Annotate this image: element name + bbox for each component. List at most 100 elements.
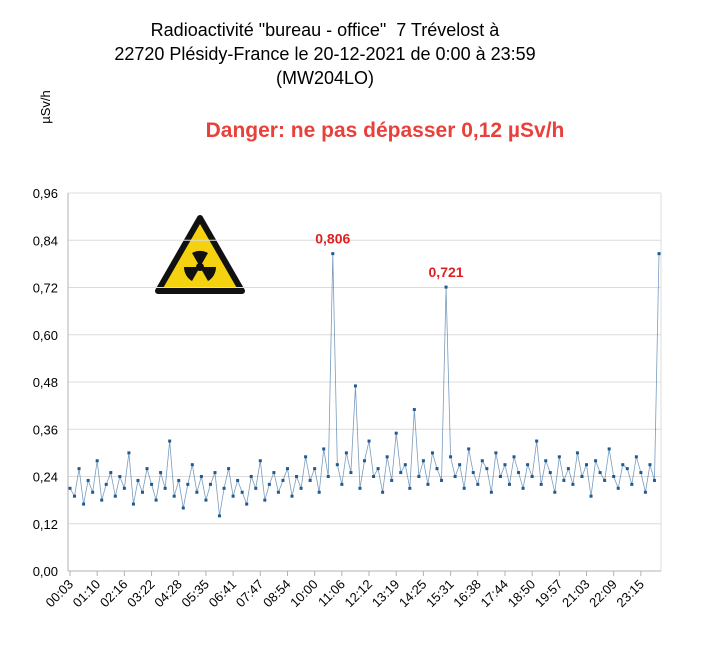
x-tick-label: 10:00 (287, 577, 321, 611)
data-point (186, 482, 190, 486)
y-tick-label: 0,84 (33, 233, 58, 248)
data-point (603, 478, 607, 482)
data-point (535, 439, 539, 443)
data-point (299, 486, 303, 490)
data-point (344, 451, 348, 455)
data-point (68, 486, 72, 490)
data-point (489, 490, 493, 494)
x-tick-label: 15:31 (423, 577, 457, 611)
data-point (127, 451, 131, 455)
data-point (335, 463, 339, 467)
data-point (539, 482, 543, 486)
y-tick-label: 0,48 (33, 375, 58, 390)
data-point (430, 451, 434, 455)
data-point (589, 494, 593, 498)
data-point (295, 475, 299, 478)
data-point (100, 498, 104, 502)
data-point (154, 498, 158, 502)
data-point (159, 471, 163, 475)
y-tick-label: 0,00 (33, 564, 58, 579)
data-point (639, 471, 643, 475)
x-tick-label: 16:38 (450, 577, 484, 611)
data-point (122, 486, 126, 490)
data-label: 0,806 (315, 231, 350, 247)
data-point (140, 490, 144, 494)
x-tick-label: 22:09 (586, 577, 620, 611)
data-point (476, 482, 480, 486)
data-point (267, 482, 271, 486)
data-point (607, 447, 611, 451)
data-point (358, 486, 362, 490)
data-point (403, 463, 407, 467)
data-point (353, 384, 357, 388)
data-point (571, 482, 575, 486)
data-point (77, 467, 81, 471)
data-point (643, 490, 647, 494)
data-point (652, 478, 656, 482)
data-point (480, 459, 484, 463)
data-point (390, 478, 394, 482)
data-point (616, 486, 620, 490)
data-point (367, 439, 371, 443)
data-point (612, 475, 616, 478)
y-tick-label: 0,36 (33, 422, 58, 437)
data-point (530, 475, 534, 478)
data-point (181, 506, 185, 510)
data-point (548, 471, 552, 475)
x-tick-label: 04:28 (151, 577, 185, 611)
data-point (449, 455, 453, 459)
data-point (258, 459, 262, 463)
y-tick-label: 0,24 (33, 470, 58, 485)
data-point (485, 467, 489, 471)
data-point (471, 471, 475, 475)
data-point (566, 467, 570, 471)
data-point (109, 471, 113, 475)
y-tick-label: 0,12 (33, 517, 58, 532)
data-point (208, 482, 212, 486)
data-point (553, 490, 557, 494)
data-point (172, 494, 176, 498)
data-point (630, 482, 634, 486)
data-point (82, 502, 86, 506)
data-point (276, 490, 280, 494)
data-point (580, 475, 584, 478)
data-point (91, 490, 95, 494)
x-tick-label: 14:25 (396, 577, 430, 611)
data-point (290, 494, 294, 498)
x-tick-label: 00:03 (43, 577, 77, 611)
data-point (313, 467, 317, 471)
data-point (145, 467, 149, 471)
x-tick-label: 06:41 (206, 577, 240, 611)
data-point (136, 478, 140, 482)
data-label: 0,721 (429, 264, 464, 280)
x-tick-label: 11:06 (315, 577, 348, 610)
data-point (376, 467, 380, 471)
data-point (512, 455, 516, 459)
chart-title: (MW204LO) (276, 68, 374, 88)
data-point (507, 482, 511, 486)
data-point (131, 502, 135, 506)
x-tick-label: 19:57 (532, 577, 566, 611)
y-tick-label: 0,72 (33, 281, 58, 296)
data-point (544, 459, 548, 463)
data-point (521, 486, 525, 490)
data-point (95, 459, 99, 463)
data-point (363, 459, 366, 463)
data-point (254, 486, 258, 490)
data-point (73, 494, 77, 498)
data-point (503, 463, 507, 467)
x-tick-label: 13:19 (369, 577, 403, 611)
data-point (86, 478, 90, 482)
data-point (657, 252, 661, 256)
data-point (417, 475, 421, 478)
data-point (263, 498, 267, 502)
data-point (562, 478, 566, 482)
data-point (240, 490, 244, 494)
data-point (621, 463, 625, 467)
data-point (218, 514, 222, 518)
y-tick-label: 0,60 (33, 328, 58, 343)
x-tick-label: 03:22 (124, 577, 158, 611)
x-tick-label: 17:44 (477, 577, 511, 611)
annotation: Danger: ne pas dépasser 0,12 µSv/h (206, 119, 565, 142)
